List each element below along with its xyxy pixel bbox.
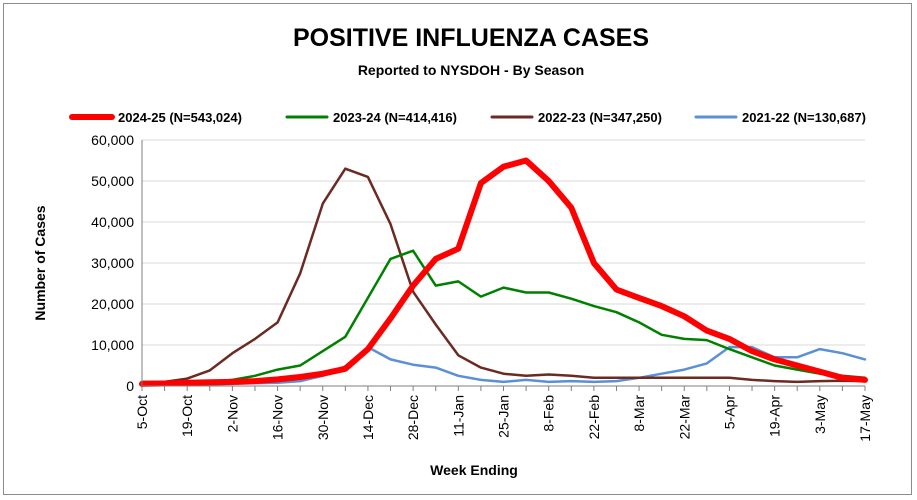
legend-label: 2021-22 (N=130,687) xyxy=(742,110,866,125)
x-tick-label: 25-Jan xyxy=(496,395,512,438)
y-tick-label: 0 xyxy=(126,378,134,394)
x-tick-label: 5-Apr xyxy=(721,395,737,430)
legend-label: 2022-23 (N=347,250) xyxy=(538,110,662,125)
x-tick-label: 19-Apr xyxy=(767,395,783,437)
chart-frame: POSITIVE INFLUENZA CASES Reported to NYS… xyxy=(3,3,912,495)
y-tick-label: 60,000 xyxy=(91,132,134,148)
series-line xyxy=(139,157,868,387)
x-tick-label: 5-Oct xyxy=(134,395,150,429)
influenza-line-chart: POSITIVE INFLUENZA CASES Reported to NYS… xyxy=(32,24,873,478)
x-tick-label: 8-Mar xyxy=(631,395,647,432)
x-tick-label: 14-Dec xyxy=(360,395,376,440)
x-tick-label: 22-Feb xyxy=(586,395,602,440)
x-axis-title: Week Ending xyxy=(430,462,518,478)
x-tick-label: 3-May xyxy=(812,395,828,434)
gridlines xyxy=(142,139,865,346)
x-axis-ticks: 5-Oct 19-Oct 2-Nov 16-Nov 30-Nov 14-Dec 28-Dec… xyxy=(134,386,873,442)
x-tick-label: 2-Nov xyxy=(224,395,240,432)
x-tick-label: 28-Dec xyxy=(405,395,421,440)
legend-label: 2024-25 (N=543,024) xyxy=(118,110,242,125)
series-line xyxy=(140,167,867,384)
y-axis-ticks: 0 10,000 20,000 30,000 40,000 50,000 60,000 xyxy=(91,132,134,394)
y-tick-label: 40,000 xyxy=(91,214,134,230)
chart-subtitle: Reported to NYSDOH - By Season xyxy=(358,62,584,78)
x-tick-label: 22-Mar xyxy=(676,395,692,440)
legend-label: 2023-24 (N=414,416) xyxy=(333,110,457,125)
x-tick-label: 30-Nov xyxy=(315,395,331,440)
legend: 2024-25 (N=543,024) 2023-24 (N=414,416) 20… xyxy=(69,110,866,125)
x-tick-label: 16-Nov xyxy=(270,395,286,440)
x-tick-label: 17-May xyxy=(857,395,873,442)
y-axis-title: Number of Cases xyxy=(32,205,48,320)
series-line xyxy=(140,249,867,386)
x-tick-label: 8-Feb xyxy=(541,395,557,432)
x-tick-label: 19-Oct xyxy=(179,395,195,437)
y-tick-label: 30,000 xyxy=(91,255,134,271)
y-tick-label: 20,000 xyxy=(91,296,134,312)
chart-title: POSITIVE INFLUENZA CASES xyxy=(293,24,649,52)
series-lines xyxy=(139,157,868,387)
y-tick-label: 10,000 xyxy=(91,337,134,353)
y-tick-label: 50,000 xyxy=(91,173,134,189)
x-tick-label: 11-Jan xyxy=(450,395,466,437)
